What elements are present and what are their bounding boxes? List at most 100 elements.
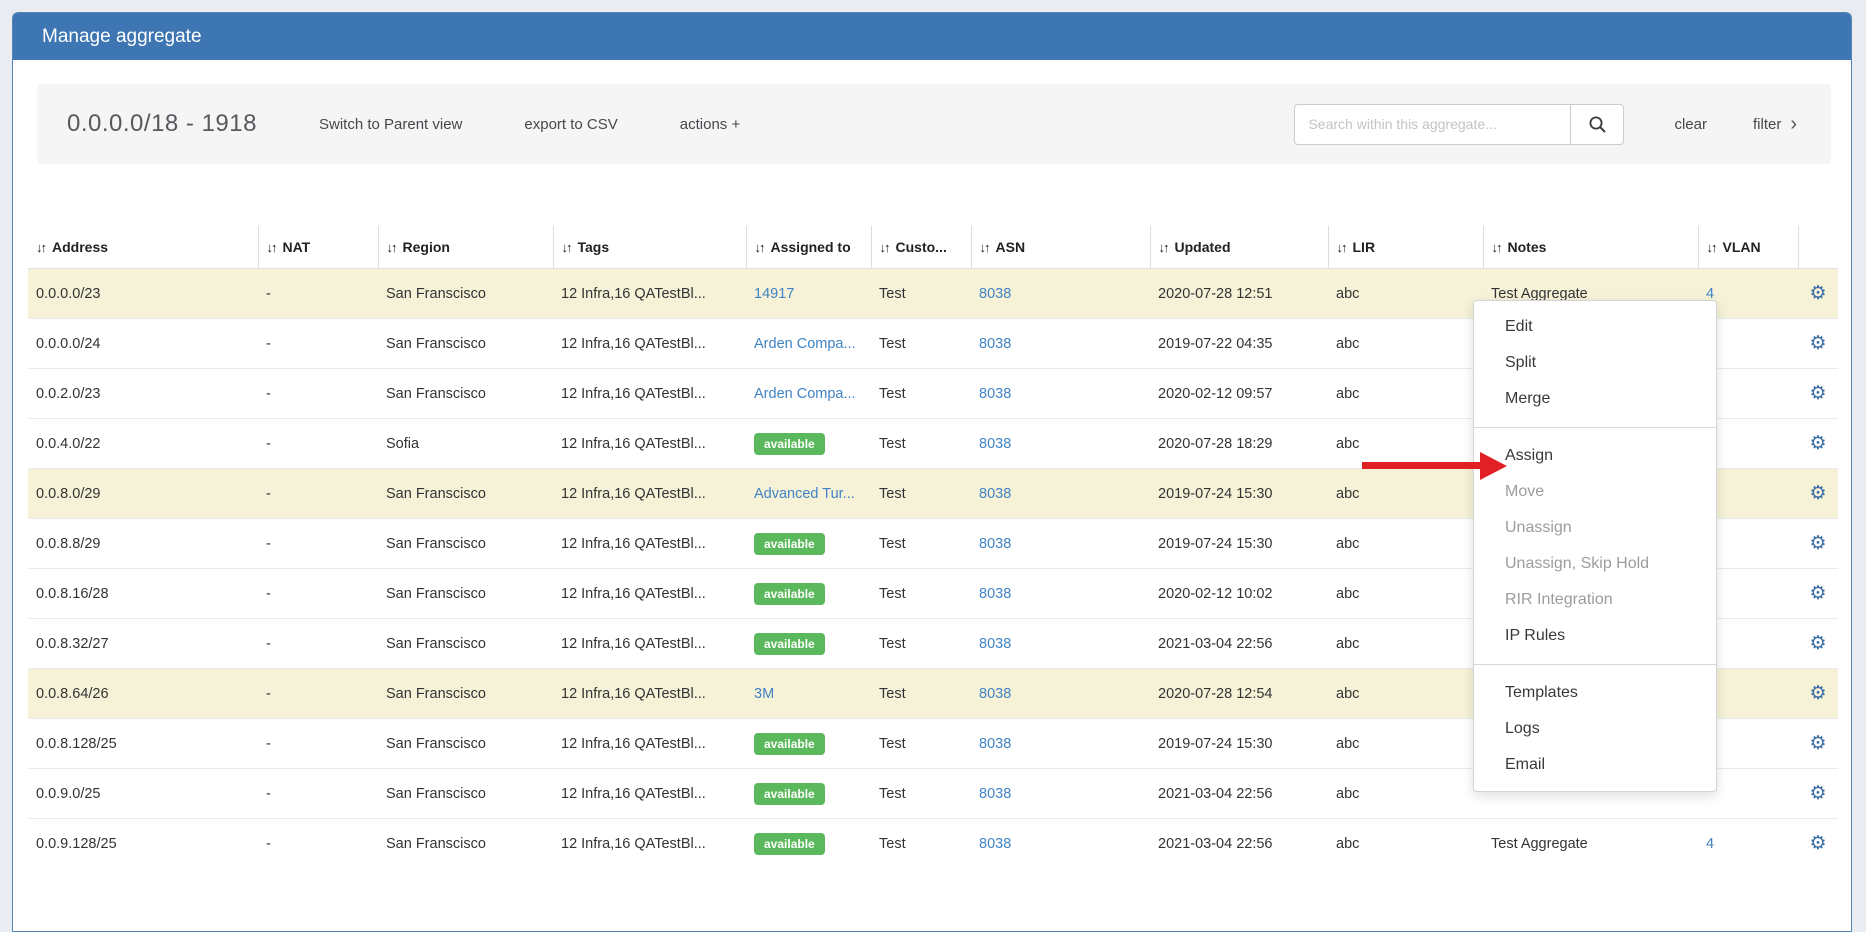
address-cell: 0.0.4.0/22 (36, 436, 101, 452)
updated-cell: 2020-02-12 10:02 (1158, 586, 1273, 602)
menu-item-assign[interactable]: Assign (1474, 438, 1716, 474)
search-icon (1588, 115, 1607, 134)
gear-icon[interactable]: ⚙ (1809, 334, 1826, 353)
address-cell: 0.0.8.128/25 (36, 736, 117, 752)
customer-cell: Test (879, 786, 906, 802)
column-header-tags[interactable]: ↓↑Tags (553, 226, 746, 269)
nat-cell: - (266, 836, 271, 852)
region-cell: San Franscisco (386, 286, 486, 302)
assigned-to-link[interactable]: Arden Compa... (754, 336, 856, 352)
tags-cell: 12 Infra,16 QATestBl... (561, 386, 706, 402)
menu-item-edit[interactable]: Edit (1474, 309, 1716, 345)
nat-cell: - (266, 436, 271, 452)
filter-link[interactable]: filter› (1753, 114, 1797, 134)
customer-cell: Test (879, 586, 906, 602)
gear-icon[interactable]: ⚙ (1809, 684, 1826, 703)
gear-icon[interactable]: ⚙ (1809, 834, 1826, 853)
assigned-to-link[interactable]: 14917 (754, 286, 794, 302)
asn-link[interactable]: 8038 (979, 636, 1011, 652)
column-header-nat[interactable]: ↓↑NAT (258, 226, 378, 269)
sort-icon: ↓↑ (1492, 240, 1501, 255)
menu-item-logs[interactable]: Logs (1474, 711, 1716, 747)
column-header-vlan[interactable]: ↓↑VLAN (1698, 226, 1798, 269)
gear-icon[interactable]: ⚙ (1809, 434, 1826, 453)
available-badge: available (754, 633, 825, 655)
gear-icon[interactable]: ⚙ (1809, 484, 1826, 503)
column-header-notes[interactable]: ↓↑Notes (1483, 226, 1698, 269)
asn-link[interactable]: 8038 (979, 536, 1011, 552)
column-header-updated[interactable]: ↓↑Updated (1150, 226, 1328, 269)
gear-icon[interactable]: ⚙ (1809, 584, 1826, 603)
page-title: Manage aggregate (42, 26, 202, 48)
customer-cell: Test (879, 736, 906, 752)
chevron-right-icon: › (1790, 114, 1797, 134)
asn-link[interactable]: 8038 (979, 286, 1011, 302)
aggregate-label: 0.0.0.0/18 - 1918 (67, 110, 257, 138)
nat-cell: - (266, 386, 271, 402)
column-header-custo[interactable]: ↓↑Custo... (871, 226, 971, 269)
sort-icon: ↓↑ (1159, 240, 1168, 255)
lir-cell: abc (1336, 686, 1359, 702)
asn-link[interactable]: 8038 (979, 786, 1011, 802)
sort-icon: ↓↑ (980, 240, 989, 255)
available-badge: available (754, 433, 825, 455)
gear-icon[interactable]: ⚙ (1809, 534, 1826, 553)
clear-filter-link[interactable]: clear (1674, 116, 1707, 133)
gear-icon[interactable]: ⚙ (1809, 734, 1826, 753)
menu-item-move: Move (1474, 474, 1716, 510)
gear-icon[interactable]: ⚙ (1809, 384, 1826, 403)
menu-item-templates[interactable]: Templates (1474, 675, 1716, 711)
asn-link[interactable]: 8038 (979, 386, 1011, 402)
lir-cell: abc (1336, 386, 1359, 402)
asn-link[interactable]: 8038 (979, 486, 1011, 502)
column-header-address[interactable]: ↓↑Address (28, 226, 258, 269)
menu-item-merge[interactable]: Merge (1474, 381, 1716, 417)
gear-icon[interactable]: ⚙ (1809, 784, 1826, 803)
lir-cell: abc (1336, 586, 1359, 602)
asn-link[interactable]: 8038 (979, 736, 1011, 752)
switch-parent-view-link[interactable]: Switch to Parent view (319, 116, 462, 133)
asn-link[interactable]: 8038 (979, 336, 1011, 352)
column-header-region[interactable]: ↓↑Region (378, 226, 553, 269)
region-cell: San Franscisco (386, 336, 486, 352)
menu-item-unassign-skip-hold: Unassign, Skip Hold (1474, 546, 1716, 582)
lir-cell: abc (1336, 636, 1359, 652)
column-header-lir[interactable]: ↓↑LIR (1328, 226, 1483, 269)
export-csv-link[interactable]: export to CSV (524, 116, 617, 133)
asn-link[interactable]: 8038 (979, 436, 1011, 452)
menu-item-ip-rules[interactable]: IP Rules (1474, 618, 1716, 654)
available-badge: available (754, 583, 825, 605)
actions-menu-link[interactable]: actions + (680, 116, 740, 133)
column-header-actions (1798, 226, 1838, 269)
tags-cell: 12 Infra,16 QATestBl... (561, 336, 706, 352)
assigned-to-link[interactable]: Advanced Tur... (754, 486, 855, 502)
nat-cell: - (266, 486, 271, 502)
nat-cell: - (266, 586, 271, 602)
updated-cell: 2020-07-28 18:29 (1158, 436, 1273, 452)
nat-cell: - (266, 786, 271, 802)
region-cell: San Franscisco (386, 786, 486, 802)
sort-icon: ↓↑ (880, 240, 889, 255)
vlan-link[interactable]: 4 (1706, 836, 1714, 852)
assigned-to-link[interactable]: Arden Compa... (754, 386, 856, 402)
column-header-asn[interactable]: ↓↑ASN (971, 226, 1150, 269)
updated-cell: 2020-02-12 09:57 (1158, 386, 1273, 402)
tags-cell: 12 Infra,16 QATestBl... (561, 436, 706, 452)
updated-cell: 2021-03-04 22:56 (1158, 786, 1273, 802)
gear-icon[interactable]: ⚙ (1809, 284, 1826, 303)
assigned-to-link[interactable]: 3M (754, 686, 774, 702)
asn-link[interactable]: 8038 (979, 686, 1011, 702)
asn-link[interactable]: 8038 (979, 586, 1011, 602)
menu-item-email[interactable]: Email (1474, 747, 1716, 783)
menu-item-split[interactable]: Split (1474, 345, 1716, 381)
gear-icon[interactable]: ⚙ (1809, 634, 1826, 653)
search-input[interactable] (1294, 104, 1571, 145)
asn-link[interactable]: 8038 (979, 836, 1011, 852)
column-header-assigned-to[interactable]: ↓↑Assigned to (746, 226, 871, 269)
updated-cell: 2020-07-28 12:54 (1158, 686, 1273, 702)
tags-cell: 12 Infra,16 QATestBl... (561, 736, 706, 752)
address-cell: 0.0.8.8/29 (36, 536, 101, 552)
search-button[interactable] (1571, 104, 1624, 145)
nat-cell: - (266, 686, 271, 702)
address-cell: 0.0.8.64/26 (36, 686, 109, 702)
